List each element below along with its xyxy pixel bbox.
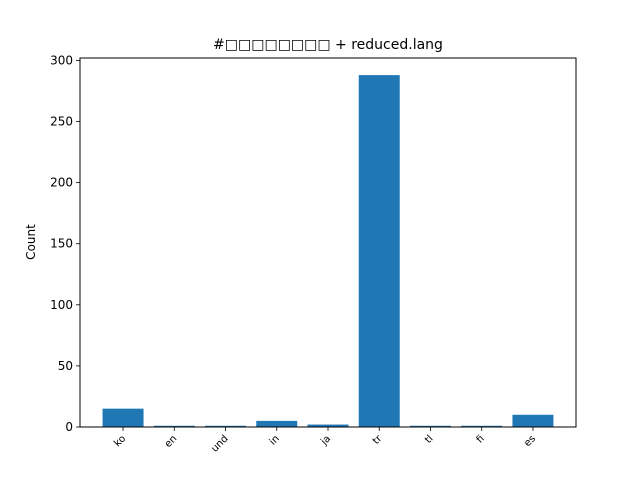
bar-en — [153, 425, 195, 427]
bar-tr — [358, 75, 400, 428]
bar-in — [256, 420, 298, 427]
bar-und — [205, 425, 247, 427]
bar-ko — [102, 408, 144, 427]
y-tick-label: 100 — [50, 298, 73, 312]
y-tick-label: 50 — [58, 359, 73, 373]
y-tick-label: 0 — [65, 420, 73, 434]
bar-fi — [461, 425, 503, 427]
bars-group — [102, 75, 554, 428]
bar-ja — [307, 424, 349, 427]
plot-frame — [79, 57, 577, 428]
bar-es — [512, 414, 554, 427]
y-tick-label: 200 — [50, 176, 73, 190]
y-axis-label: Count — [24, 224, 38, 260]
y-tick-label: 250 — [50, 115, 73, 129]
y-axis-ticks: 0 50 100 150 200 250 300 — [50, 53, 80, 434]
y-tick-label: 300 — [50, 53, 73, 67]
chart-title: #□□□□□□□□ + reduced.lang — [213, 37, 443, 53]
y-tick-label: 150 — [50, 237, 73, 251]
bar-tl — [409, 425, 451, 427]
